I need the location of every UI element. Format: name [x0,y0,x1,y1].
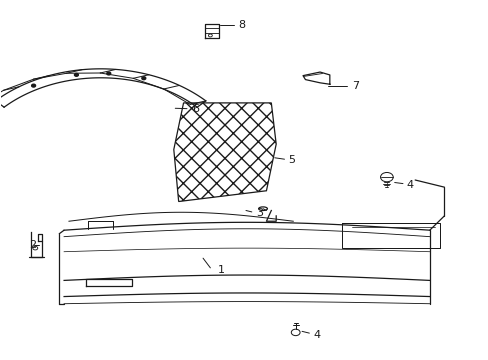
Text: 8: 8 [238,20,245,30]
Circle shape [32,84,36,87]
Polygon shape [173,103,276,202]
Circle shape [142,77,145,80]
Text: 4: 4 [406,180,413,190]
Circle shape [74,73,78,76]
Text: 3: 3 [255,208,262,218]
Text: 5: 5 [288,155,295,165]
Text: 4: 4 [313,330,320,340]
Text: 1: 1 [217,265,224,275]
Text: 2: 2 [29,240,36,250]
Text: 7: 7 [351,81,358,91]
Circle shape [106,72,110,75]
Text: 6: 6 [191,104,199,114]
